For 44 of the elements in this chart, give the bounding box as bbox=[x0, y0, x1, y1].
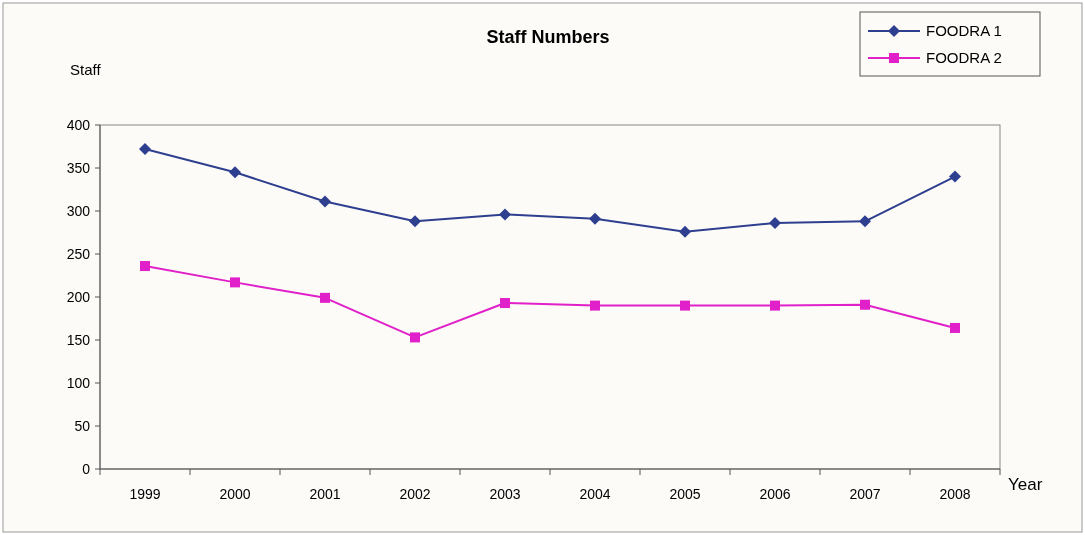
x-tick-label: 2004 bbox=[579, 486, 611, 502]
x-axis-title: Year bbox=[1008, 475, 1043, 494]
y-tick-label: 300 bbox=[66, 202, 91, 219]
point bbox=[139, 143, 151, 156]
point bbox=[949, 170, 961, 183]
point bbox=[229, 166, 241, 179]
point bbox=[320, 292, 330, 303]
y-tick-label: 150 bbox=[66, 331, 91, 348]
point bbox=[589, 212, 601, 225]
y-axis-title: Staff bbox=[70, 61, 102, 78]
legend-label: FOODRA 2 bbox=[926, 49, 1002, 67]
y-tick-label: 200 bbox=[66, 288, 91, 305]
point bbox=[680, 300, 690, 311]
point bbox=[859, 215, 871, 228]
x-tick-label: 2005 bbox=[669, 486, 701, 502]
x-tick-label: 2006 bbox=[759, 486, 791, 502]
y-tick-label: 250 bbox=[66, 245, 91, 262]
x-tick-label: 2001 bbox=[309, 486, 341, 502]
chart-title: Staff Numbers bbox=[486, 27, 610, 47]
y-tick-label: 100 bbox=[66, 374, 91, 391]
point bbox=[499, 208, 511, 221]
point bbox=[409, 215, 421, 228]
legend-label: FOODRA 1 bbox=[926, 22, 1002, 40]
x-tick-label: 2007 bbox=[849, 486, 881, 502]
point bbox=[319, 195, 331, 208]
point bbox=[230, 277, 240, 288]
x-tick-label: 2000 bbox=[219, 486, 251, 502]
x-tick-label: 2003 bbox=[489, 486, 521, 502]
point bbox=[410, 332, 420, 343]
x-tick-label: 2008 bbox=[939, 486, 971, 502]
point bbox=[500, 298, 510, 309]
y-tick-label: 350 bbox=[66, 159, 91, 176]
point bbox=[679, 225, 691, 238]
y-tick-label: 400 bbox=[66, 116, 91, 133]
point bbox=[590, 300, 600, 311]
y-tick-label: 50 bbox=[74, 417, 91, 434]
x-tick-label: 1999 bbox=[129, 486, 161, 502]
point bbox=[769, 217, 781, 230]
y-tick-label: 0 bbox=[82, 460, 91, 477]
point bbox=[770, 300, 780, 311]
x-tick-label: 2002 bbox=[399, 486, 431, 502]
point bbox=[140, 261, 150, 272]
point bbox=[860, 299, 870, 310]
point bbox=[950, 322, 960, 333]
